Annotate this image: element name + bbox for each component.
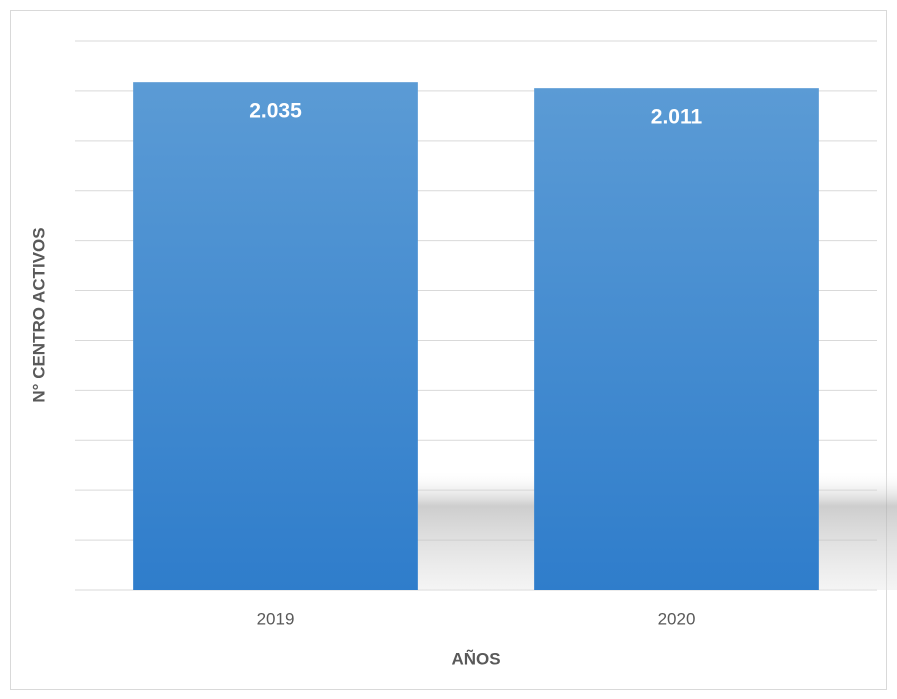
x-axis-title: AÑOS bbox=[451, 648, 500, 668]
bar bbox=[534, 88, 819, 590]
value-label: 2.011 bbox=[651, 106, 703, 129]
bars: 2.035 2.011 bbox=[133, 82, 819, 591]
bar bbox=[133, 82, 418, 591]
bar-shadow bbox=[818, 470, 897, 590]
y-axis-title: N° CENTRO ACTIVOS bbox=[29, 227, 48, 402]
x-tick-label: 2020 bbox=[658, 609, 696, 628]
x-tick-label: 2019 bbox=[257, 609, 295, 628]
value-label: 2.035 bbox=[249, 100, 302, 123]
